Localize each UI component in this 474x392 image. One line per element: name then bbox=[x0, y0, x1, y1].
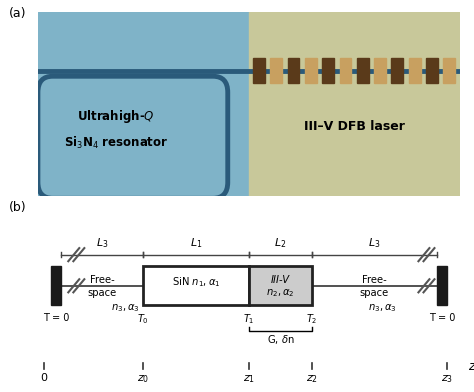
Text: $z$: $z$ bbox=[468, 359, 474, 373]
FancyBboxPatch shape bbox=[38, 76, 228, 198]
Text: III-V: III-V bbox=[271, 275, 290, 285]
Bar bbox=[357, 58, 369, 83]
Bar bbox=[437, 266, 447, 305]
Text: space: space bbox=[360, 288, 389, 298]
Bar bbox=[51, 266, 61, 305]
Text: III–V DFB laser: III–V DFB laser bbox=[304, 120, 405, 133]
Bar bbox=[270, 58, 282, 83]
Text: $L_3$: $L_3$ bbox=[368, 236, 381, 250]
Bar bbox=[38, 12, 249, 196]
Text: $L_1$: $L_1$ bbox=[190, 236, 202, 250]
Bar bbox=[409, 58, 420, 83]
Text: $n_3,\alpha_3$: $n_3,\alpha_3$ bbox=[368, 302, 397, 314]
Bar bbox=[253, 58, 265, 83]
Text: Free-: Free- bbox=[90, 275, 115, 285]
Bar bbox=[249, 12, 460, 196]
Text: $n_3,\alpha_3$: $n_3,\alpha_3$ bbox=[111, 302, 140, 314]
Text: $T_0$: $T_0$ bbox=[137, 313, 149, 327]
Text: $z_0$: $z_0$ bbox=[137, 373, 149, 385]
Text: SiN $n_1,\alpha_1$: SiN $n_1,\alpha_1$ bbox=[172, 275, 220, 289]
Bar bbox=[339, 58, 351, 83]
Text: T = 0: T = 0 bbox=[428, 313, 455, 323]
Text: Si$_3$N$_4$ resonator: Si$_3$N$_4$ resonator bbox=[64, 135, 168, 151]
Bar bbox=[322, 58, 334, 83]
Bar bbox=[305, 58, 317, 83]
Bar bbox=[143, 266, 249, 305]
Text: space: space bbox=[88, 288, 117, 298]
Text: Free-: Free- bbox=[362, 275, 387, 285]
Text: $z_1$: $z_1$ bbox=[243, 373, 255, 385]
Text: 0: 0 bbox=[41, 373, 48, 383]
Bar bbox=[392, 58, 403, 83]
Bar bbox=[288, 58, 300, 83]
Text: $L_3$: $L_3$ bbox=[96, 236, 109, 250]
Bar bbox=[249, 266, 312, 305]
Text: $T_1$: $T_1$ bbox=[243, 313, 255, 327]
Text: $z_3$: $z_3$ bbox=[441, 373, 453, 385]
Bar bbox=[426, 58, 438, 83]
Text: G, $\delta$n: G, $\delta$n bbox=[267, 333, 294, 346]
Text: T = 0: T = 0 bbox=[43, 313, 69, 323]
Text: (a): (a) bbox=[9, 7, 26, 20]
Text: $n_2,\alpha_2$: $n_2,\alpha_2$ bbox=[266, 287, 295, 299]
Bar bbox=[374, 58, 386, 83]
Text: Ultrahigh-$\it{Q}$: Ultrahigh-$\it{Q}$ bbox=[77, 108, 155, 125]
Bar bbox=[443, 58, 455, 83]
Text: $T_2$: $T_2$ bbox=[306, 313, 318, 327]
Text: (b): (b) bbox=[9, 201, 26, 214]
Text: $L_2$: $L_2$ bbox=[274, 236, 287, 250]
Text: $z_2$: $z_2$ bbox=[306, 373, 318, 385]
